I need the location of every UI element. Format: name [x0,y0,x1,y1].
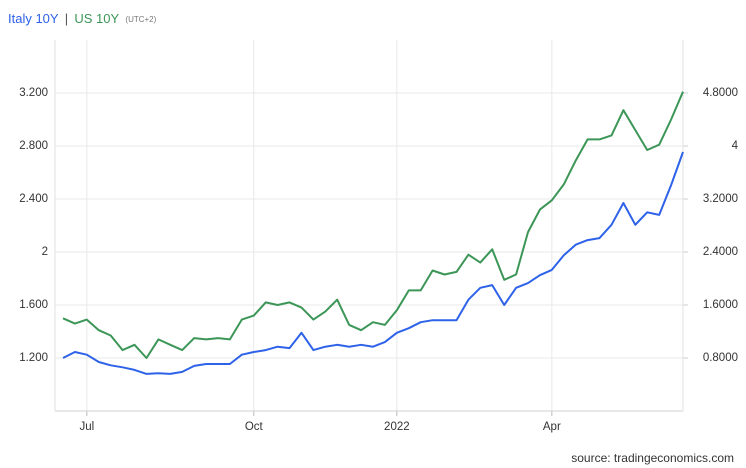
y-tick-label: 3.200 [19,87,48,99]
x-tick-label: Oct [245,421,264,433]
series-line [62,91,684,359]
y-tick-label: 2 [42,246,48,258]
source: source: tradingeconomics.com [571,451,734,465]
x-tick-label: 2022 [384,421,410,433]
y2-tick-label: 2.4000 [703,246,738,258]
legend-entry: Italy 10Y [8,11,59,26]
y-tick-label: 1.200 [19,352,48,364]
separator: | [65,11,68,26]
y2-tick-label: 4.8000 [703,87,738,99]
y2-tick-label: 4 [732,140,739,152]
y-tick-label: 2.400 [19,193,48,205]
y2-tick-label: 3.2000 [703,193,738,205]
x-tick-label: Apr [543,421,561,433]
series-line [62,151,684,375]
chart-legend: Italy 10Y | US 10Y (UTC+2) [8,11,157,26]
y2-tick-label: 0.8000 [703,352,738,364]
y2-tick-label: 1.6000 [703,299,738,311]
timezone: (UTC+2) [125,15,156,24]
legend-entry: US 10Y [74,11,119,26]
x-tick-label: Jul [79,421,94,433]
y-tick-label: 2.800 [19,140,48,152]
y-tick-label: 1.600 [19,299,48,311]
